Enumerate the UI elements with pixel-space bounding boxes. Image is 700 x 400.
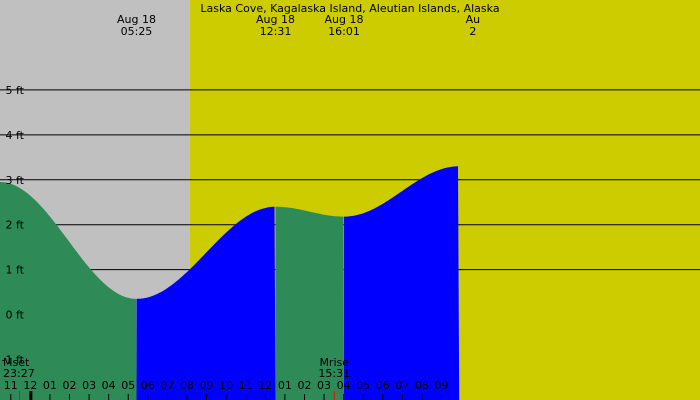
hour-tick-label: 06 — [141, 379, 155, 392]
height-gridlines — [0, 89, 700, 271]
falling-tide-segment — [275, 206, 344, 400]
y-tick-label: 4 ft — [6, 129, 25, 142]
y-tick-label: 5 ft — [6, 84, 25, 97]
moon-event-label: Mrise — [319, 356, 349, 369]
tide-event-time: 16:01 — [328, 25, 360, 38]
hour-tick-label: 12 — [23, 379, 37, 392]
moon-event-time: 15:31 — [318, 367, 350, 380]
chart-title: Laska Cove, Kagalaska Island, Aleutian I… — [200, 2, 499, 15]
y-tick-label: 3 ft — [6, 174, 25, 187]
tide-event-date: Aug 18 — [256, 13, 295, 26]
hour-tick-label: 07 — [160, 379, 174, 392]
hour-tick-label: 09 — [435, 379, 449, 392]
hour-tick-label: 08 — [415, 379, 429, 392]
tide-event-date: Aug 18 — [325, 13, 364, 26]
hour-tick-label: 12 — [258, 379, 272, 392]
hour-tick-label: 02 — [297, 379, 311, 392]
y-tick-label: -1 ft — [2, 354, 25, 367]
hour-tick-label: 01 — [43, 379, 57, 392]
hour-tick-label: 05 — [356, 379, 370, 392]
hour-tick-label: 04 — [337, 379, 351, 392]
y-tick-label: 0 ft — [6, 309, 25, 322]
rising-tide-segment — [344, 166, 460, 400]
hour-tick-label: 10 — [219, 379, 233, 392]
tide-event-time: 2 — [469, 25, 476, 38]
hour-axis: 11 12 01 02 03 04 05 06 07 08 09 10 11 12 01 02 03 04 05 06… — [4, 379, 449, 400]
tide-event-time: 05:25 — [121, 25, 153, 38]
hour-tick-label: 03 — [82, 379, 96, 392]
hour-tick-label: 06 — [376, 379, 390, 392]
tide-event-date: Aug 18 — [117, 13, 156, 26]
tide-area — [0, 166, 460, 400]
y-tick-label: 1 ft — [6, 264, 25, 277]
midnight-marker — [29, 391, 33, 400]
hour-tick-label: 11 — [239, 379, 253, 392]
y-axis-labels: 5 ft 4 ft 3 ft 2 ft 1 ft 0 ft -1 ft — [2, 84, 25, 367]
hour-tick-label: 05 — [121, 379, 135, 392]
falling-tide-segment — [0, 182, 137, 400]
y-tick-label: 2 ft — [6, 219, 25, 232]
hour-tick-label: 03 — [317, 379, 331, 392]
hour-tick-label: 02 — [63, 379, 77, 392]
hour-tick-label: 08 — [180, 379, 194, 392]
rising-tide-segment — [136, 206, 276, 400]
moon-event-label: Mset — [3, 356, 30, 369]
hour-tick-label: 07 — [395, 379, 409, 392]
hour-tick-label: 01 — [278, 379, 292, 392]
hour-tick-label: 09 — [200, 379, 214, 392]
hour-tick-label: 04 — [102, 379, 116, 392]
moon-event-time: 23:27 — [3, 367, 35, 380]
hour-tick-label: 11 — [4, 379, 18, 392]
tide-event-date: Au — [466, 13, 481, 26]
tide-event-time: 12:31 — [260, 25, 292, 38]
